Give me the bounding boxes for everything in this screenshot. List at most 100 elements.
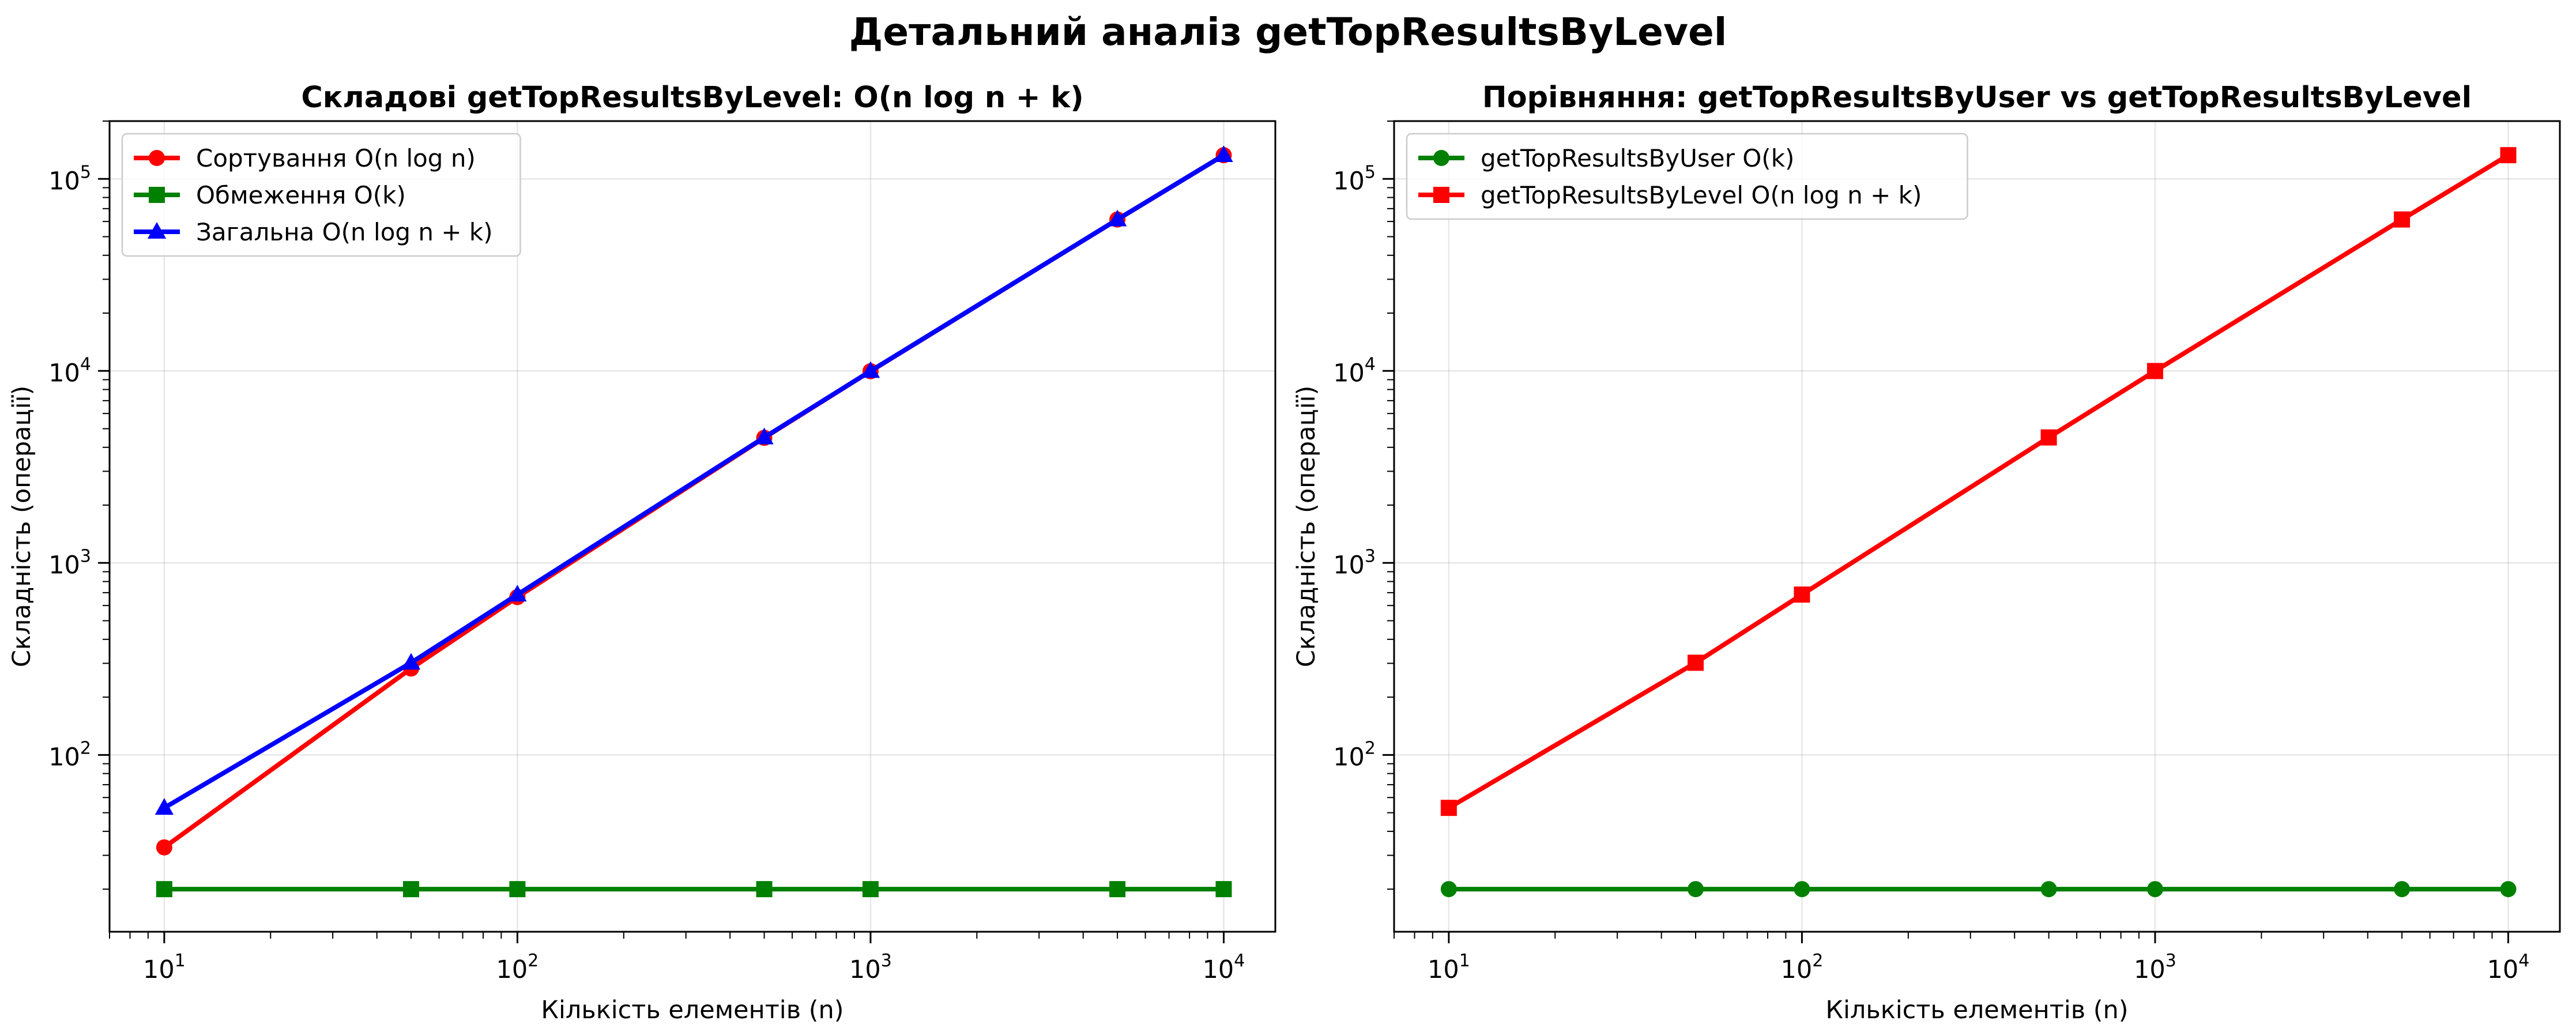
x-tick-label-exp: 3	[2166, 951, 2176, 971]
y-tick-label: 103	[48, 546, 91, 579]
x-tick-label-exp: 1	[175, 951, 186, 971]
data-point	[2394, 211, 2411, 228]
x-tick-label-exp: 4	[1234, 951, 1245, 971]
legend-label: Сортування O(n log n)	[196, 144, 476, 172]
x-tick-label-exp: 3	[881, 951, 892, 971]
x-tick-label-exp: 2	[1812, 951, 1823, 971]
data-point	[755, 427, 774, 445]
data-point	[2394, 881, 2411, 898]
data-point	[509, 881, 526, 898]
series-2	[155, 145, 1233, 815]
legend-swatch-marker	[149, 187, 165, 203]
x-tick-label: 102	[496, 951, 539, 984]
y-tick-label: 104	[48, 354, 91, 387]
y-tick-label-exp: 4	[80, 354, 91, 374]
x-tick-label: 104	[1203, 951, 1245, 984]
data-point	[1440, 800, 1457, 816]
y-tick-label-base: 10	[1333, 551, 1365, 579]
data-point	[861, 361, 880, 378]
plot-frame	[108, 120, 1276, 933]
x-tick-label: 103	[849, 951, 892, 984]
y-tick-label: 104	[1333, 354, 1376, 387]
y-tick-label-base: 10	[1333, 359, 1365, 387]
data-point	[156, 839, 172, 856]
y-tick-label: 105	[48, 162, 91, 195]
x-tick-label: 101	[1428, 951, 1470, 984]
data-point	[1688, 654, 1704, 671]
legend-label: Обмеження O(k)	[196, 181, 406, 209]
x-tick-label-exp: 1	[1459, 951, 1470, 971]
legend-swatch-marker	[1433, 150, 1449, 166]
y-tick-label: 102	[1333, 738, 1376, 771]
y-tick-label-exp: 5	[80, 162, 91, 182]
chart-title: Порівняння: getTopResultsByUser vs getTo…	[1482, 81, 2472, 115]
y-tick-label: 102	[48, 738, 91, 771]
y-axis-label: Складність (операції)	[1292, 386, 1321, 668]
data-point	[1109, 881, 1126, 898]
data-point	[403, 881, 420, 898]
y-tick-label-base: 10	[48, 551, 80, 579]
x-tick-label: 101	[143, 951, 186, 984]
x-axis-label: Кількість елементів (n)	[541, 996, 843, 1024]
y-tick-label-base: 10	[1333, 167, 1365, 195]
x-tick-label-base: 10	[1781, 955, 1813, 984]
legend: getTopResultsByUser O(k) getTopResultsByL…	[1406, 133, 1968, 220]
chart-title: Складові getTopResultsByLevel: O(n log n…	[301, 81, 1083, 115]
plot-frame	[1393, 120, 2561, 933]
x-tick-label-base: 10	[849, 955, 881, 984]
legend-swatch-marker	[147, 222, 167, 239]
figure-suptitle: Детальний аналіз getTopResultsByLevel	[849, 10, 1727, 54]
x-tick-label-base: 10	[496, 955, 528, 984]
x-tick-label-base: 10	[2134, 955, 2166, 984]
series-line	[163, 153, 1225, 849]
data-point	[2146, 363, 2163, 379]
legend-swatch-marker	[1433, 187, 1449, 203]
data-point	[155, 798, 174, 815]
x-tick-label-base: 10	[2487, 955, 2519, 984]
data-point	[1440, 881, 1457, 898]
x-tick-label-base: 10	[143, 955, 175, 984]
series-0	[1440, 881, 2517, 898]
x-tick-label: 104	[2487, 951, 2530, 984]
data-point	[1108, 209, 1127, 227]
x-axis-label: Кількість елементів (n)	[1825, 996, 2128, 1024]
legend-item: Загальна O(n log n + k)	[134, 218, 493, 246]
y-tick-label-exp: 3	[80, 546, 91, 566]
legend-item: Сортування O(n log n)	[134, 144, 476, 172]
y-axis-label: Складність (операції)	[7, 386, 36, 668]
legend: Сортування O(n log n) Обмеження O(k) Загал…	[121, 133, 521, 257]
data-point	[1688, 881, 1704, 898]
chart-left-panel: Складові getTopResultsByLevel: O(n log n…	[7, 81, 1276, 1024]
data-point	[2040, 881, 2057, 898]
legend-box	[1406, 133, 1968, 220]
data-point	[1794, 586, 1810, 603]
x-tick-label-exp: 4	[2518, 951, 2529, 971]
data-point	[862, 881, 879, 898]
x-tick-label-exp: 2	[528, 951, 538, 971]
data-point	[1215, 881, 1232, 898]
chart-right-panel: Порівняння: getTopResultsByUser vs getTo…	[1292, 81, 2561, 1024]
data-point	[756, 881, 773, 898]
y-tick-label-exp: 5	[1365, 162, 1376, 182]
legend-swatch-marker	[149, 150, 165, 166]
y-tick-label-exp: 2	[1365, 738, 1376, 758]
x-tick-label: 103	[2134, 951, 2176, 984]
y-tick-label: 103	[1333, 546, 1376, 579]
y-tick-label-base: 10	[48, 743, 80, 771]
y-tick-label-base: 10	[1333, 743, 1365, 771]
legend-item: getTopResultsByLevel O(n log n + k)	[1418, 181, 1922, 209]
legend-box	[121, 133, 521, 257]
y-tick-label: 105	[1333, 162, 1376, 195]
data-point	[401, 653, 421, 670]
legend-item: Обмеження O(k)	[134, 181, 406, 209]
y-tick-label-exp: 4	[1365, 354, 1376, 374]
x-tick-label-base: 10	[1203, 955, 1234, 984]
y-tick-label-base: 10	[48, 359, 80, 387]
legend-label: Загальна O(n log n + k)	[196, 218, 493, 246]
data-point	[2500, 147, 2517, 164]
legend-item: getTopResultsByUser O(k)	[1418, 144, 1794, 172]
series-1	[1440, 147, 2517, 816]
y-tick-label-exp: 2	[80, 738, 91, 758]
data-point	[1794, 881, 1810, 898]
x-tick-label-base: 10	[1428, 955, 1459, 984]
